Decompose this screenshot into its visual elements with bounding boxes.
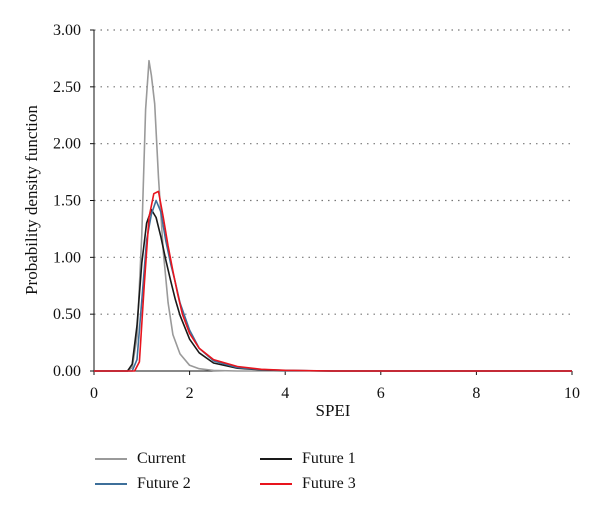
legend-label-future-3: Future 3 <box>302 475 356 492</box>
legend-label-future-1: Future 1 <box>302 450 356 467</box>
y-axis-ticks: 0.00 0.50 1.00 1.50 2.00 2.50 3.00 <box>53 22 94 380</box>
series-line-current <box>94 59 572 372</box>
series-line-future-3 <box>94 190 572 372</box>
legend-label-future-2: Future 2 <box>137 475 191 492</box>
x-tick-label: 10 <box>564 385 580 402</box>
legend-item-current: Current <box>95 448 260 470</box>
y-tick-label: 0.00 <box>53 363 81 380</box>
x-tick-label: 0 <box>90 385 98 402</box>
y-tick-label: 1.50 <box>53 193 81 210</box>
y-tick-label: 1.00 <box>53 249 81 266</box>
x-tick-label: 2 <box>186 385 194 402</box>
y-tick-label: 0.50 <box>53 306 81 323</box>
x-tick-label: 8 <box>472 385 480 402</box>
legend-item-future-3: Future 3 <box>260 473 425 495</box>
legend-swatch-future-3 <box>260 483 292 485</box>
x-tick-label: 6 <box>377 385 385 402</box>
legend-swatch-current <box>95 458 127 460</box>
legend-label-current: Current <box>137 450 186 467</box>
pdf-line-chart: 0.00 0.50 1.00 1.50 2.00 2.50 3.00 0 2 4 6 8 10 SPE… <box>22 22 580 420</box>
y-axis-title: Probability density function <box>22 105 41 295</box>
x-tick-label: 4 <box>281 385 289 402</box>
legend: Current Future 1 Future 2 Future 3 <box>95 448 425 495</box>
y-tick-label: 2.00 <box>53 136 81 153</box>
series-lines <box>94 59 572 372</box>
y-tick-label: 3.00 <box>53 22 81 39</box>
legend-item-future-1: Future 1 <box>260 448 425 470</box>
x-axis-title: SPEI <box>316 401 351 420</box>
x-axis-ticks: 0 2 4 6 8 10 <box>90 371 580 402</box>
y-tick-label: 2.50 <box>53 79 81 96</box>
legend-swatch-future-2 <box>95 483 127 485</box>
legend-swatch-future-1 <box>260 458 292 460</box>
legend-item-future-2: Future 2 <box>95 473 260 495</box>
